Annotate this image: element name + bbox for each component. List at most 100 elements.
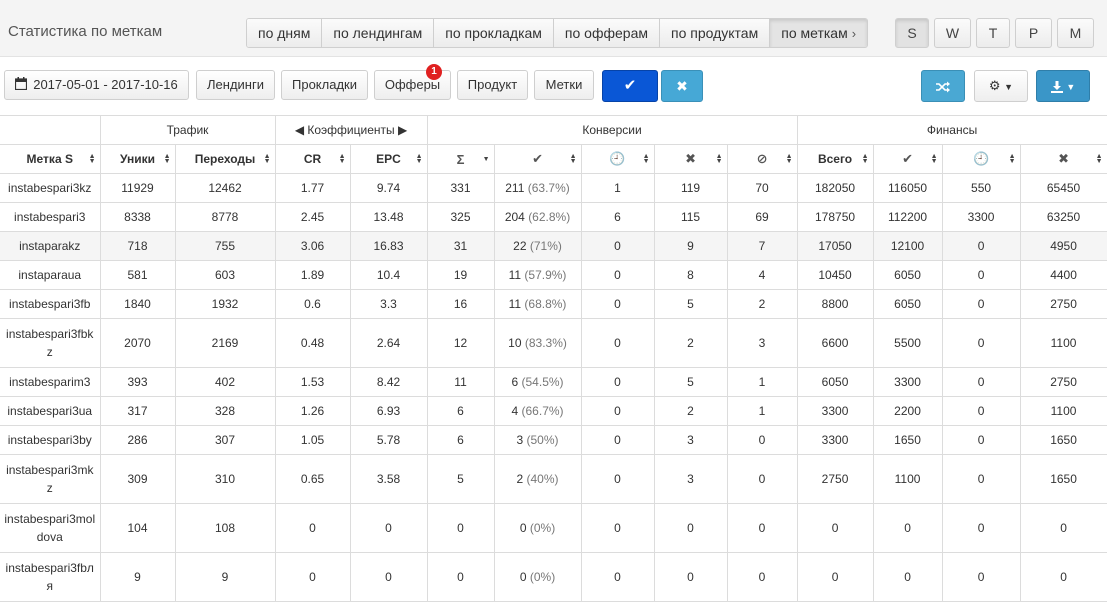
cell-fin-hold: 0 <box>941 318 1021 368</box>
ratios-group-header[interactable]: ◀ Коэффициенты ▶ <box>274 115 428 145</box>
column-conv-sum[interactable]: Σ ▼ <box>426 144 495 174</box>
cell-value: 0 <box>614 375 621 389</box>
column-conv-hold[interactable]: 🕘 ▲ ▼ <box>580 144 655 174</box>
settings-dropdown-button[interactable]: ⚙ ▼ <box>974 70 1028 102</box>
tab-by-prelandings[interactable]: по прокладкам <box>434 19 554 47</box>
period-w-button[interactable]: W <box>934 18 971 48</box>
cell-hold: 0 <box>580 454 655 504</box>
tab-by-landings[interactable]: по лендингам <box>322 19 435 47</box>
cell-value: 6 <box>511 375 519 389</box>
group-header-row: Трафик ◀ Коэффициенты ▶ Конверсии Финанс… <box>0 115 1107 145</box>
cell-value: 755 <box>214 239 236 253</box>
table-row[interactable]: instabespari3ua 317 328 1.26 6.93 6 4 (66.7%) 0… <box>0 396 1107 426</box>
tab-by-products[interactable]: по продуктам <box>660 19 771 47</box>
cell-value: 3300 <box>821 404 849 418</box>
table-row[interactable]: instabespari3mol dova 104 108 0 0 0 0 (0%) 0 0 0 0 0… <box>0 503 1107 553</box>
column-fin-rejected[interactable]: ✖ ▲ ▼ <box>1019 144 1107 174</box>
tab-by-offers[interactable]: по офферам <box>553 19 660 47</box>
cell-epc: 9.74 <box>349 173 428 203</box>
product-filter-button[interactable]: Продукт <box>457 70 528 100</box>
cell-value: 286 <box>127 433 148 447</box>
table-row[interactable]: instabespari3fbл я 9 9 0 0 0 0 (0%) 0 0 0 0 0 0 0 <box>0 552 1107 602</box>
cell-value: 1.05 <box>300 433 325 447</box>
cell-value: 9 <box>221 570 229 584</box>
cell-fin-rej: 0 <box>1019 503 1107 553</box>
close-icon: ✖ <box>1058 151 1069 166</box>
ratios-group-label: Коэффициенты <box>307 123 395 137</box>
period-p-button[interactable]: P <box>1015 18 1052 48</box>
tag-name: z <box>46 481 53 495</box>
chevron-right-icon[interactable]: ▶ <box>397 123 408 137</box>
column-uniques[interactable]: Уники ▲ ▼ <box>99 144 176 174</box>
cell-value: 3 <box>687 433 694 447</box>
cell-value: 0 <box>614 433 621 447</box>
column-fin-approved[interactable]: ✔ ▲ ▼ <box>872 144 943 174</box>
table-row[interactable]: instaparakz 718 755 3.06 16.83 31 22 (71%) 0 9 7 1… <box>0 231 1107 261</box>
cell-fin-hold: 0 <box>941 552 1021 602</box>
cell-trash: 0 <box>726 425 798 455</box>
table-row[interactable]: instabespari3kz 11929 12462 1.77 9.74 331 211 … <box>0 173 1107 203</box>
cell-value: 8.42 <box>376 375 401 389</box>
cell-value: 2070 <box>124 336 151 350</box>
cell-value: 3300 <box>821 433 849 447</box>
tag-cell: instaparakz <box>0 231 101 261</box>
cell-value: 0 <box>831 521 839 535</box>
table-row[interactable]: instaparaua 581 603 1.89 10.4 19 11 (57.9%) 0 8 4… <box>0 260 1107 290</box>
apply-button[interactable]: ✔ <box>602 70 658 102</box>
download-dropdown-button[interactable]: ▼ <box>1036 70 1090 102</box>
table-row[interactable]: instabespari3 8338 8778 2.45 13.48 325 204 (62… <box>0 202 1107 232</box>
period-m-button[interactable]: M <box>1057 18 1094 48</box>
cell-fin-hold: 0 <box>941 503 1021 553</box>
date-range-button[interactable]: 2017-05-01 - 2017-10-16 <box>4 70 189 100</box>
cell-fin-appr: 1100 <box>872 454 943 504</box>
tag-cell: instabespari3 <box>0 202 101 232</box>
offers-filter-label: Офферы <box>384 77 441 92</box>
column-fin-total[interactable]: Всего ▲ ▼ <box>796 144 874 174</box>
table-row[interactable]: instabespari3fbk z 2070 2169 0.48 2.64 12 10 (8… <box>0 318 1107 368</box>
cell-value: 0 <box>904 570 911 584</box>
cell-value: 6 <box>457 404 464 418</box>
tab-by-days[interactable]: по дням <box>247 19 323 47</box>
cell-fin-rej: 2750 <box>1019 289 1107 319</box>
prelandings-filter-button[interactable]: Прокладки <box>281 70 368 100</box>
cell-uniq: 2070 <box>99 318 176 368</box>
period-t-button[interactable]: T <box>976 18 1010 48</box>
cell-fin-appr: 2200 <box>872 396 943 426</box>
column-conv-rejected[interactable]: ✖ ▲ ▼ <box>653 144 728 174</box>
table-row[interactable]: instabesparim3 393 402 1.53 8.42 11 6 (54.5%) 0… <box>0 367 1107 397</box>
top-bar: Статистика по меткам по дням по лендинга… <box>0 0 1107 57</box>
reset-button[interactable]: ✖ <box>661 70 703 102</box>
tab-by-tags[interactable]: по меткам › <box>770 19 868 47</box>
cell-fin-rej: 1650 <box>1019 454 1107 504</box>
cell-value: 307 <box>214 433 236 447</box>
approve-percent: (0%) <box>529 570 556 584</box>
column-epc[interactable]: EPC ▲ ▼ <box>349 144 428 174</box>
tags-filter-button[interactable]: Метки <box>534 70 594 100</box>
column-fin-hold[interactable]: 🕘 ▲ ▼ <box>941 144 1021 174</box>
column-tag-s[interactable]: Метка S ▲ ▼ <box>0 144 101 174</box>
table-row[interactable]: instabespari3by 286 307 1.05 5.78 6 3 (50%) 0 3 0… <box>0 425 1107 455</box>
column-conv-trash[interactable]: ⊘ ▲ ▼ <box>726 144 798 174</box>
cell-sum: 19 <box>426 260 495 290</box>
table-row[interactable]: instabespari3fb 1840 1932 0.6 3.3 16 11 (68.8%… <box>0 289 1107 319</box>
period-s-button[interactable]: S <box>895 18 929 48</box>
cell-value: 0.65 <box>300 472 325 486</box>
cell-sum: 6 <box>426 425 495 455</box>
cell-value: 0 <box>614 268 621 282</box>
offers-filter-button[interactable]: Офферы 1 <box>374 64 451 100</box>
cell-value: 6.93 <box>376 404 401 418</box>
landings-filter-button[interactable]: Лендинги <box>196 70 275 100</box>
cell-value: 1100 <box>894 472 921 486</box>
cell-fin-hold: 0 <box>941 289 1021 319</box>
cell-clicks: 307 <box>174 425 276 455</box>
column-conv-approved[interactable]: ✔ ▲ ▼ <box>493 144 582 174</box>
clock-icon: 🕘 <box>972 151 990 166</box>
table-row[interactable]: instabespari3mk z 309 310 0.65 3.58 5 2 (40%) 0 3… <box>0 454 1107 504</box>
shuffle-button[interactable] <box>921 70 965 102</box>
chevron-left-icon[interactable]: ◀ <box>294 123 305 137</box>
column-clicks[interactable]: Переходы ▲ ▼ <box>174 144 276 174</box>
cell-value: 5.78 <box>376 433 401 447</box>
cell-fin-hold: 0 <box>941 425 1021 455</box>
cell-value: 10450 <box>818 268 852 282</box>
column-cr[interactable]: CR ▲ ▼ <box>274 144 351 174</box>
